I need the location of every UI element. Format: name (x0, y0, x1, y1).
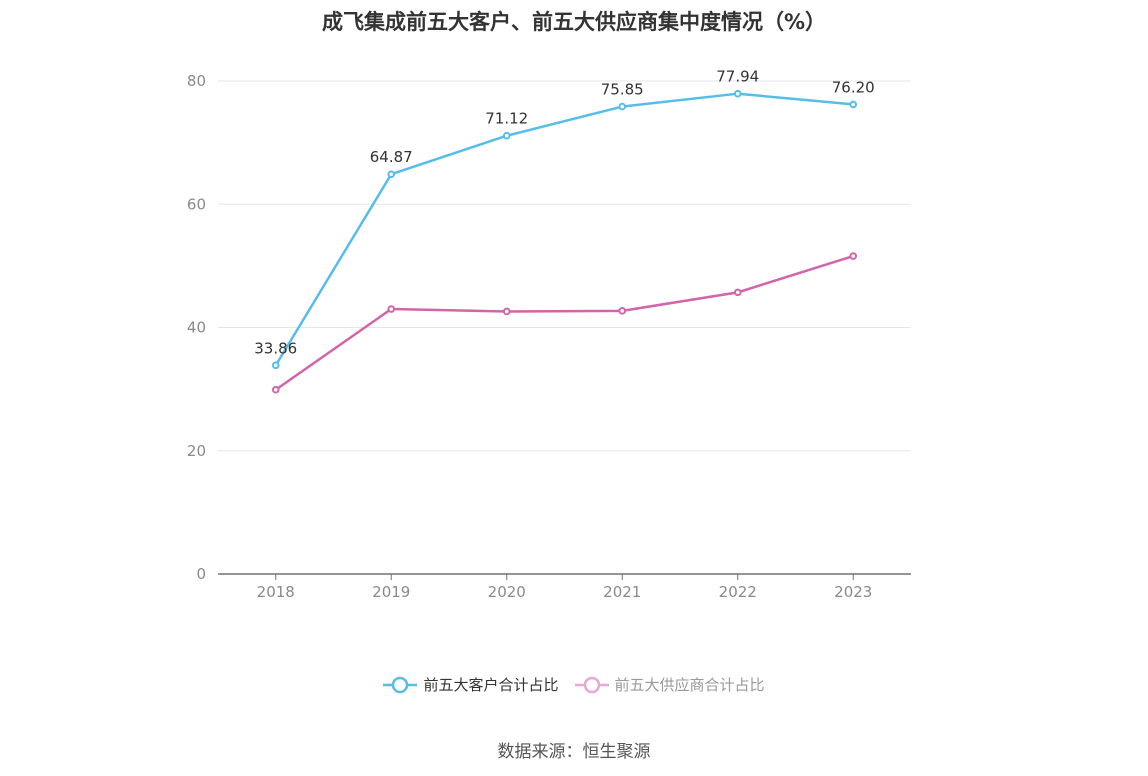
data-label: 71.12 (485, 110, 528, 128)
data-point[interactable] (618, 307, 627, 315)
series-line (275, 254, 854, 391)
grid-lines (218, 80, 911, 452)
x-tick-label: 2021 (603, 583, 641, 601)
data-point[interactable] (733, 89, 742, 98)
y-tick-label: 60 (187, 195, 206, 213)
data-point[interactable] (387, 305, 396, 313)
data-point[interactable] (271, 361, 280, 370)
series-line (274, 92, 854, 366)
data-point[interactable] (618, 102, 627, 111)
data-label: 77.94 (716, 68, 759, 86)
data-label: 76.20 (832, 78, 875, 96)
data-point[interactable] (387, 170, 396, 179)
x-tick-label: 2022 (719, 583, 757, 601)
data-point[interactable] (849, 100, 858, 109)
data-label: 75.85 (601, 81, 644, 99)
line-chart: 0 20 40 60 80 2018 2019 2020 2021 2022 2023 33.86… (187, 68, 911, 601)
y-tick-label: 80 (187, 72, 206, 90)
x-tick-label: 2020 (488, 583, 526, 601)
data-point[interactable] (733, 288, 742, 297)
y-tick-label: 0 (196, 565, 206, 583)
series-layer: 33.86 64.87 71.12 75.85 77.94 76.20 (254, 68, 875, 394)
x-tick-label: 2023 (834, 583, 872, 601)
data-point[interactable] (502, 307, 511, 316)
legend-marker-customers (383, 676, 418, 693)
x-axis-ticks: 2018 2019 2020 2021 2022 2023 (257, 574, 872, 601)
y-tick-label: 20 (187, 442, 206, 460)
legend-item-customers[interactable]: 前五大客户合计占比 (383, 674, 559, 695)
series-1: 33.86 64.87 71.12 75.85 77.94 76.20 (254, 68, 875, 370)
data-label: 33.86 (254, 339, 297, 357)
data-point[interactable] (502, 131, 511, 140)
legend-marker-suppliers (574, 676, 609, 693)
data-point[interactable] (271, 385, 280, 394)
series-2 (271, 252, 858, 394)
y-tick-label: 40 (187, 319, 206, 337)
legend: 前五大客户合计占比 前五大供应商合计占比 (0, 674, 1148, 695)
x-tick-label: 2019 (372, 583, 410, 601)
data-point[interactable] (849, 252, 858, 260)
data-source: 数据来源：恒生聚源 (497, 742, 651, 762)
y-axis-ticks: 0 20 40 60 80 (187, 72, 206, 583)
legend-label-customers: 前五大客户合计占比 (423, 676, 559, 694)
chart-title: 成飞集成前五大客户、前五大供应商集中度情况（%） (321, 10, 827, 34)
x-tick-label: 2018 (257, 583, 295, 601)
legend-item-suppliers[interactable]: 前五大供应商合计占比 (574, 674, 765, 695)
data-label: 64.87 (370, 148, 413, 166)
legend-label-suppliers: 前五大供应商合计占比 (614, 676, 765, 694)
